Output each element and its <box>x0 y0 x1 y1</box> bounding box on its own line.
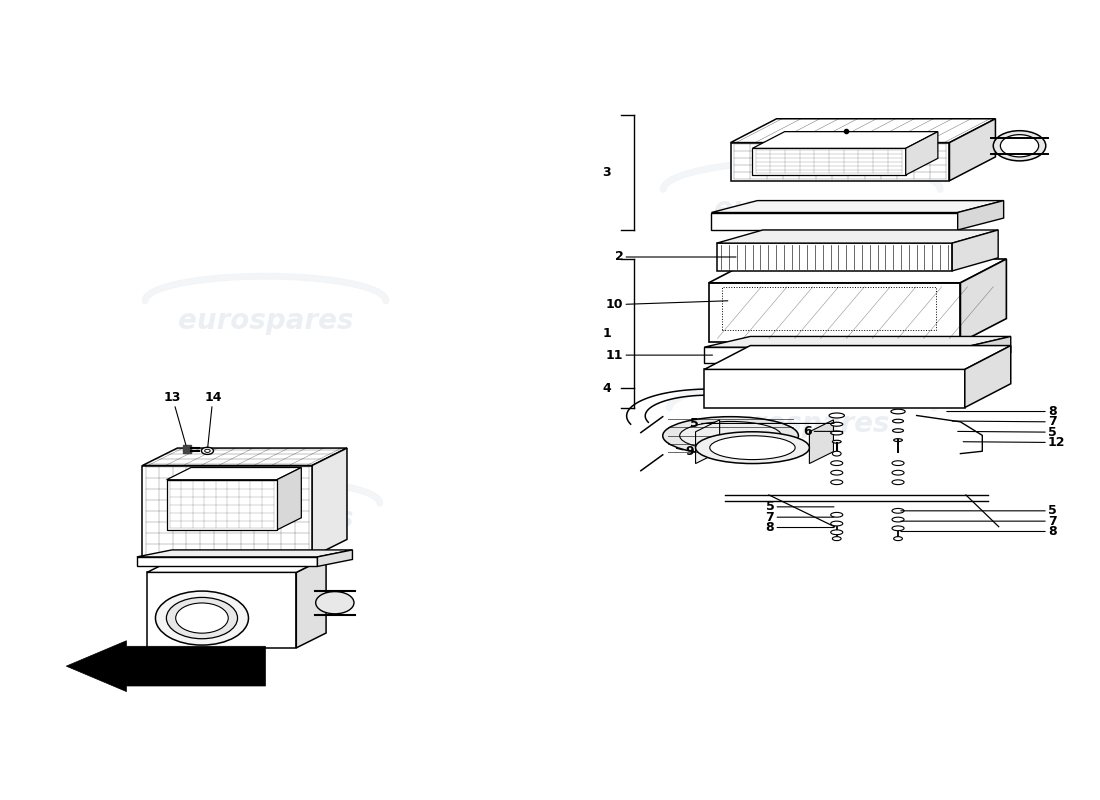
Polygon shape <box>142 466 312 557</box>
Ellipse shape <box>891 409 905 414</box>
Polygon shape <box>905 132 938 175</box>
Text: 1: 1 <box>603 326 612 340</box>
Text: 7: 7 <box>901 514 1057 528</box>
Text: 5: 5 <box>901 504 1057 518</box>
Polygon shape <box>717 243 953 271</box>
Ellipse shape <box>892 470 904 475</box>
Text: 8: 8 <box>766 521 834 534</box>
Polygon shape <box>296 558 326 648</box>
Ellipse shape <box>829 413 845 418</box>
Text: 9: 9 <box>676 445 694 458</box>
Polygon shape <box>717 230 998 243</box>
Ellipse shape <box>680 422 781 450</box>
Polygon shape <box>136 557 318 566</box>
Polygon shape <box>166 480 277 530</box>
Ellipse shape <box>830 513 843 517</box>
Polygon shape <box>960 259 1006 342</box>
Polygon shape <box>730 142 949 181</box>
Ellipse shape <box>316 591 354 614</box>
Text: eurospares: eurospares <box>178 505 353 533</box>
Ellipse shape <box>176 603 228 633</box>
Polygon shape <box>708 283 960 342</box>
Ellipse shape <box>892 509 904 514</box>
Ellipse shape <box>893 438 902 442</box>
Ellipse shape <box>830 431 843 435</box>
Ellipse shape <box>892 429 903 432</box>
Polygon shape <box>958 201 1003 230</box>
Polygon shape <box>147 572 296 648</box>
Text: 14: 14 <box>205 391 222 447</box>
Polygon shape <box>752 132 938 148</box>
Text: 10: 10 <box>606 298 728 311</box>
Ellipse shape <box>892 419 903 423</box>
Text: 2: 2 <box>615 250 736 263</box>
Polygon shape <box>312 448 346 557</box>
Polygon shape <box>147 558 326 572</box>
Text: 12: 12 <box>964 436 1066 449</box>
Polygon shape <box>66 641 265 691</box>
Text: 8: 8 <box>947 405 1057 418</box>
Ellipse shape <box>1000 134 1038 157</box>
Polygon shape <box>752 148 905 175</box>
Text: 5: 5 <box>766 500 834 514</box>
Ellipse shape <box>892 526 904 530</box>
Text: 4: 4 <box>603 382 612 395</box>
Text: 7: 7 <box>953 415 1057 428</box>
Polygon shape <box>810 420 834 463</box>
Text: 7: 7 <box>766 510 834 524</box>
Polygon shape <box>704 370 965 407</box>
Text: 8: 8 <box>901 525 1057 538</box>
Ellipse shape <box>830 521 843 526</box>
Polygon shape <box>712 213 958 230</box>
Polygon shape <box>730 118 996 142</box>
Ellipse shape <box>892 517 904 522</box>
Ellipse shape <box>155 591 249 645</box>
Text: eurospares: eurospares <box>178 306 353 334</box>
Text: 3: 3 <box>603 166 612 179</box>
Ellipse shape <box>166 598 238 638</box>
Ellipse shape <box>662 417 799 455</box>
Text: eurospares: eurospares <box>714 410 890 438</box>
Ellipse shape <box>892 480 904 485</box>
Polygon shape <box>712 201 1003 213</box>
Polygon shape <box>166 467 301 480</box>
Ellipse shape <box>833 440 842 443</box>
Polygon shape <box>142 448 346 466</box>
Ellipse shape <box>201 447 213 454</box>
Text: 13: 13 <box>164 391 186 445</box>
Polygon shape <box>136 550 352 557</box>
Polygon shape <box>695 420 719 463</box>
Ellipse shape <box>993 130 1046 161</box>
Text: 5: 5 <box>690 417 834 430</box>
Polygon shape <box>953 230 998 271</box>
Polygon shape <box>965 337 1011 363</box>
Text: 5: 5 <box>958 426 1057 438</box>
Polygon shape <box>318 550 352 566</box>
Ellipse shape <box>830 422 843 426</box>
Polygon shape <box>704 346 1011 370</box>
Polygon shape <box>277 467 301 530</box>
Text: 11: 11 <box>606 349 713 362</box>
Ellipse shape <box>830 461 843 466</box>
Text: 6: 6 <box>803 425 843 438</box>
Ellipse shape <box>893 537 902 541</box>
Polygon shape <box>704 347 965 363</box>
Polygon shape <box>965 346 1011 407</box>
Ellipse shape <box>830 530 843 534</box>
Polygon shape <box>708 259 1006 283</box>
Ellipse shape <box>830 470 843 475</box>
Ellipse shape <box>695 432 810 463</box>
Ellipse shape <box>833 451 842 456</box>
Ellipse shape <box>205 450 210 453</box>
Text: eurospares: eurospares <box>714 195 890 223</box>
Ellipse shape <box>710 436 795 459</box>
Ellipse shape <box>830 480 843 485</box>
Ellipse shape <box>833 537 842 541</box>
Ellipse shape <box>892 461 904 466</box>
Polygon shape <box>949 118 996 181</box>
Polygon shape <box>704 337 1011 347</box>
